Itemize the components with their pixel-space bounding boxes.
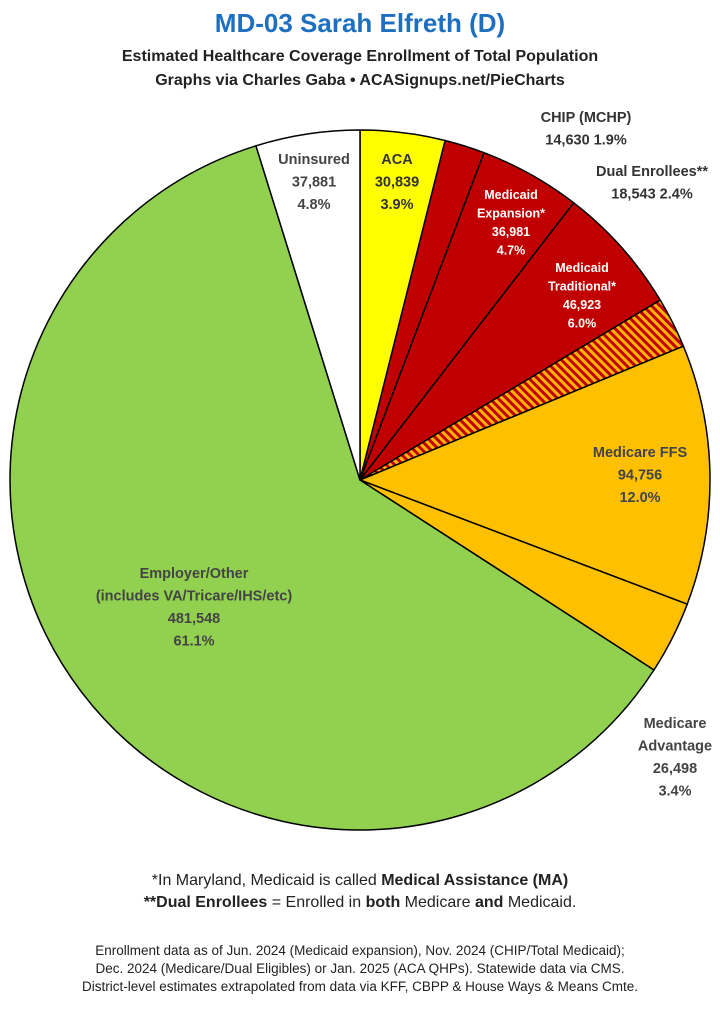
data-sources-footer: Enrollment data as of Jun. 2024 (Medicai… — [10, 942, 710, 996]
label-medicare-advantage: Medicare Advantage 26,498 3.4% — [638, 716, 712, 800]
chart-source-credit: Graphs via Charles Gaba • ACASignups.net… — [155, 72, 565, 89]
label-medicaid-expansion: Medicaid Expansion* 36,981 4.7% — [477, 188, 545, 258]
chart-title: MD-03 Sarah Elfreth (D) — [214, 8, 506, 38]
label-aca: ACA 30,839 3.9% — [375, 152, 419, 213]
label-medicaid-traditional: Medicaid Traditional* 46,923 6.0% — [548, 261, 616, 331]
footer-line-2: Dec. 2024 (Medicare/Dual Eligibles) or J… — [95, 961, 625, 976]
slice-uninsured — [255, 129, 361, 481]
label-employer-other: Employer/Other (includes VA/Tricare/IHS/e… — [96, 566, 293, 650]
footer-line-3: District-level estimates extrapolated fr… — [82, 979, 638, 994]
pie-labels: ACA 30,839 3.9% CHIP (MCHP) 14,630 1.9% Medic… — [96, 110, 712, 800]
slice-medicare-ffs — [359, 345, 711, 605]
chart-subtitle: Estimated Healthcare Coverage Enrollment… — [121, 48, 599, 65]
label-medicare-ffs: Medicare FFS 94,756 12.0% — [593, 445, 688, 506]
slice-medicaid-traditional — [359, 202, 661, 481]
label-dual-enrollees: Dual Enrollees** 18,543 2.4% — [596, 164, 708, 203]
note-medicaid-name: *In Maryland, Medicaid is called Medical… — [151, 872, 569, 889]
label-chip: CHIP (MCHP) 14,630 1.9% — [541, 110, 632, 149]
note-dual-enrollees: **Dual Enrollees = Enrolled in both Medi… — [143, 894, 577, 911]
footer-line-1: Enrollment data as of Jun. 2024 (Medicai… — [95, 943, 625, 958]
pie-slices — [9, 129, 711, 831]
label-uninsured: Uninsured 37,881 4.8% — [278, 152, 350, 213]
slice-employer-other — [9, 145, 655, 831]
